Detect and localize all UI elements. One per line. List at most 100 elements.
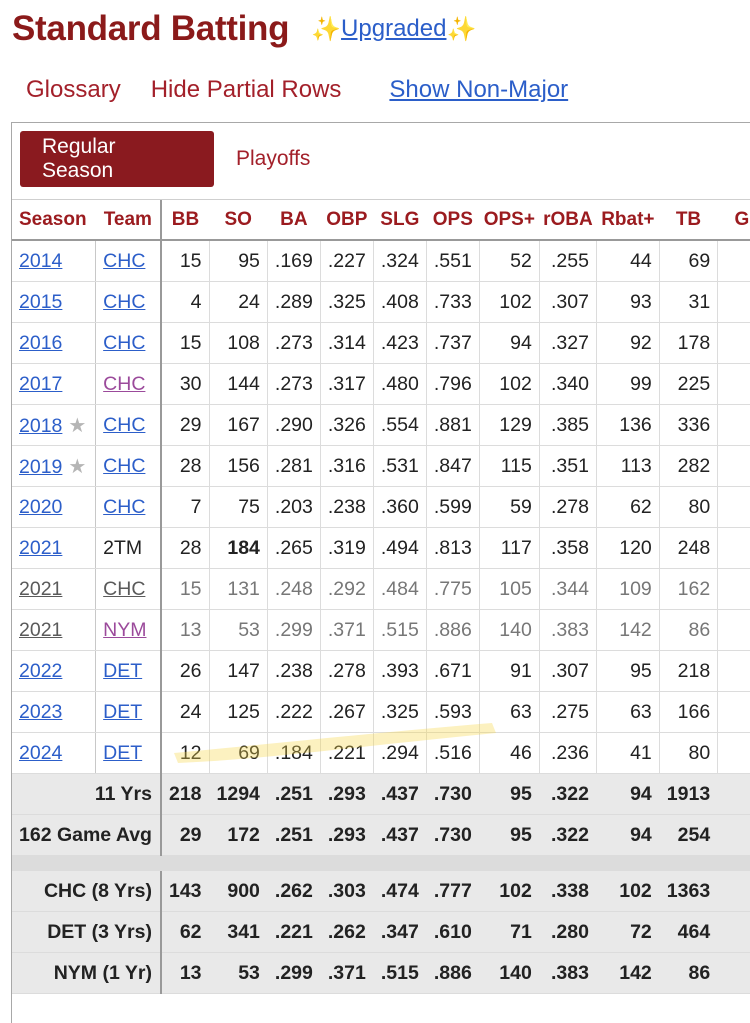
stat-cell: 30 [160,363,210,405]
column-header[interactable]: BA [267,200,321,241]
stat-cell: .371 [320,609,374,651]
team-link[interactable]: CHC [103,331,146,354]
stat-cell [717,404,750,446]
table-row: 2020 CHC 7 75.203.238.360.599 59.278 62 80 [12,486,750,528]
stat-cell: 162 [659,568,719,610]
show-non-major-link[interactable]: Show Non-Major [389,76,569,103]
season-link[interactable]: 2016 [19,331,63,354]
glossary-link[interactable]: Glossary [26,76,121,103]
stat-cell: 46 [479,732,540,774]
team-link[interactable]: NYM [103,618,147,641]
season-cell: 2024 [12,732,97,774]
stat-cell: 53 [209,952,268,994]
team-link[interactable]: CHC [103,454,146,477]
season-link[interactable]: 2019 [19,455,63,478]
stat-cell [717,650,750,692]
stat-cell: .317 [320,363,374,405]
stat-cell: 95 [596,650,660,692]
summary-label: 162 Game Avg [12,814,162,856]
stat-cell: .730 [426,814,480,856]
stat-cell: 102 [479,871,540,912]
stat-cell: .371 [320,952,374,994]
column-header[interactable]: rOBA [539,200,597,241]
season-link[interactable]: 2021 [19,577,63,600]
stat-cell: 129 [479,404,540,446]
season-link[interactable]: 2017 [19,372,63,395]
stat-cell: .222 [267,691,321,733]
stat-cell: 178 [659,322,719,364]
season-link[interactable]: 2021 [19,536,63,559]
tab-regular-season[interactable]: Regular Season [20,131,214,187]
stat-cell: 80 [659,486,719,528]
team-link[interactable]: CHC [103,249,146,272]
stat-cell: 184 [209,527,268,569]
team-link[interactable]: CHC [103,372,146,395]
tab-bar: Regular Season Playoffs [20,131,332,187]
stat-cell: .347 [373,911,427,953]
season-link[interactable]: 2022 [19,659,63,682]
sparkle-icon: ✨ [446,15,477,43]
team-link[interactable]: DET [103,741,143,764]
stat-cell: 136 [596,404,660,446]
stat-cell: 86 [659,952,719,994]
stat-cell: .203 [267,486,321,528]
summary-row: NYM (1 Yr) 13 53.299.371.515.886 140.383 142… [12,952,750,994]
tab-playoffs[interactable]: Playoffs [236,147,311,170]
season-link[interactable]: 2024 [19,741,63,764]
stat-cell: .383 [539,952,597,994]
column-header[interactable]: Rbat+ [596,200,660,241]
column-header[interactable]: BB [160,200,210,241]
stat-cell: .281 [267,445,321,487]
season-link[interactable]: 2020 [19,495,63,518]
team-cell: CHC [95,568,162,610]
stat-cell: 142 [596,609,660,651]
season-cell: 2014 [12,240,97,282]
season-cell: 2022 [12,650,97,692]
stat-cell: .593 [426,691,480,733]
column-header[interactable]: OBP [320,200,374,241]
stat-cell: .551 [426,240,480,282]
stat-cell: 117 [479,527,540,569]
column-header[interactable]: TB [659,200,718,241]
column-header[interactable]: OPS+ [479,200,540,241]
summary-label: NYM (1 Yr) [12,952,162,994]
stat-cell: 120 [596,527,660,569]
team-link[interactable]: DET [103,700,143,723]
upgraded-badge[interactable]: ✨ Upgraded ✨ [311,15,476,44]
stat-cell: .881 [426,404,480,446]
season-link[interactable]: 2015 [19,290,63,313]
team-link[interactable]: CHC [103,290,146,313]
season-link[interactable]: 2014 [19,249,63,272]
divider [12,199,750,200]
stat-cell: 156 [209,445,268,487]
stat-cell: .221 [267,911,321,953]
summary-row: 11 Yrs 218 1294.251.293.437.730 95.322 94 191… [12,773,750,815]
column-header[interactable]: SLG [373,200,427,241]
stat-cell: .255 [539,240,597,282]
team-link[interactable]: CHC [103,577,146,600]
season-link[interactable]: 2018 [19,414,63,437]
team-link[interactable]: CHC [103,495,146,518]
team-cell: CHC [95,445,162,487]
team-link[interactable]: DET [103,659,143,682]
stat-cell: 72 [596,911,660,953]
season-link[interactable]: 2021 [19,618,63,641]
stat-cell: .314 [320,322,374,364]
upgraded-link[interactable]: Upgraded [341,15,447,42]
stat-cell: .599 [426,486,480,528]
stat-cell: .775 [426,568,480,610]
column-header[interactable]: Season [12,200,96,241]
stat-cell [717,911,750,953]
stat-cell: 218 [160,773,210,815]
stat-cell: 29 [160,404,210,446]
column-header[interactable]: OPS [426,200,480,241]
stat-cell: 1363 [659,871,719,912]
column-header[interactable]: SO [209,200,268,241]
team-link[interactable]: CHC [103,413,146,436]
stat-cell: .515 [373,609,427,651]
column-header[interactable]: Team [95,200,162,241]
column-header[interactable]: GI [717,200,750,241]
stat-cell: 94 [596,773,660,815]
season-link[interactable]: 2023 [19,700,63,723]
hide-partial-rows-link[interactable]: Hide Partial Rows [150,76,342,103]
